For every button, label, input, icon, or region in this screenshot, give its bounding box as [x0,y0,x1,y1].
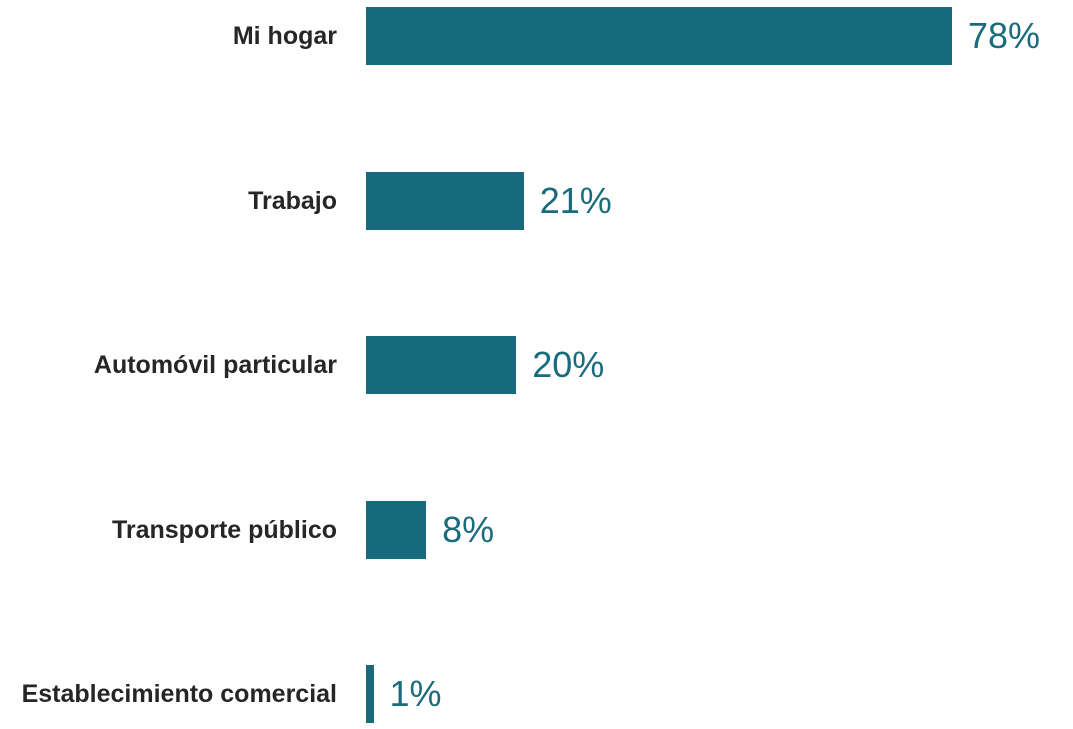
value-label: 1% [389,673,442,714]
category-text: Establecimiento comercial [21,680,337,708]
category-label: Mi hogar [0,7,337,65]
bar [366,171,524,230]
value-label: 78% [968,15,1041,56]
bar [366,7,952,65]
value-label: 20% [532,344,605,385]
bar [366,665,374,723]
bar [366,500,427,559]
category-label: Trabajo [0,172,337,230]
category-label: Transporte público [0,501,337,559]
category-text: Mi hogar [232,22,337,50]
value-label: 8% [442,508,495,550]
category-label: Establecimiento comercial [0,665,337,723]
category-text: Transporte público [111,515,337,544]
category-text: Trabajo [248,186,337,215]
category-label: Automóvil particular [0,336,337,394]
value-label: 21% [539,179,612,221]
category-text: Automóvil particular [93,351,337,379]
bar [366,336,517,394]
